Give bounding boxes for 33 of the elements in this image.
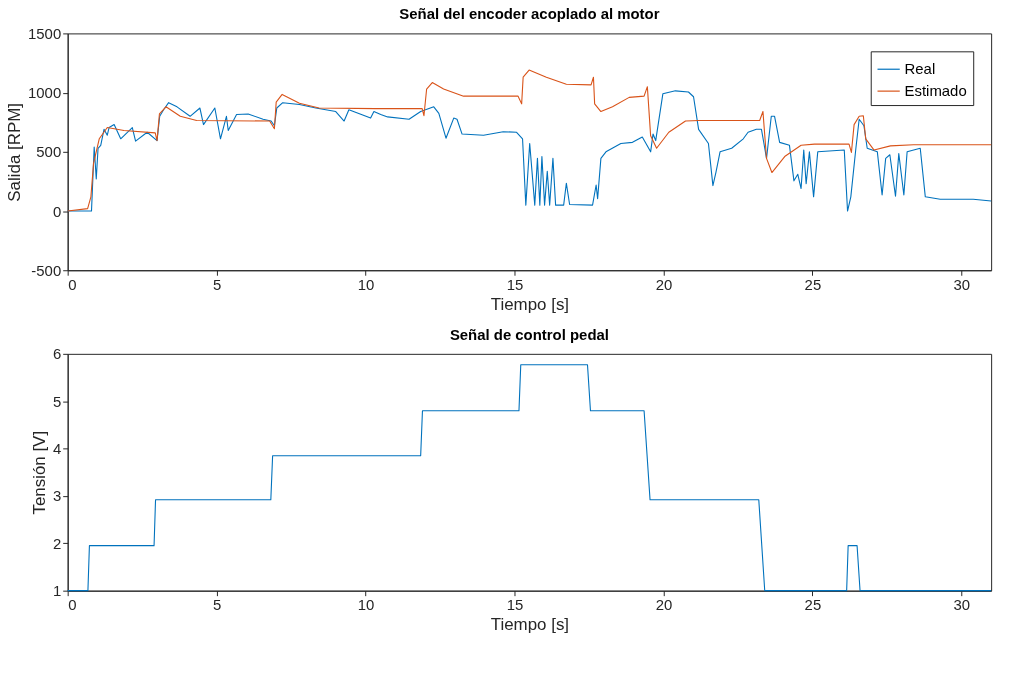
x-tick-label: 5 [212, 275, 222, 293]
chart-title: Señal de control pedal [449, 325, 609, 343]
y-tick-label: 1000 [28, 84, 62, 102]
x-tick-label: 25 [804, 275, 822, 293]
y-tick-label: 500 [36, 143, 62, 161]
x-tick-label: 0 [68, 275, 77, 293]
x-tick-label: 15 [506, 275, 524, 293]
y-tick-label: 2 [52, 534, 62, 552]
x-axis-title: Tiempo [s] [490, 294, 570, 314]
y-axis-title: Tensión [V] [29, 430, 49, 515]
legend-label: Real [904, 60, 936, 78]
x-tick-label: 25 [804, 596, 822, 614]
x-tick-label: 20 [655, 275, 673, 293]
x-tick-label: 10 [357, 596, 375, 614]
x-tick-label: 5 [212, 596, 222, 614]
y-tick-label: 1500 [28, 24, 62, 42]
x-tick-label: 0 [68, 596, 77, 614]
x-tick-label: 30 [953, 275, 971, 293]
x-tick-label: 30 [953, 596, 971, 614]
x-tick-label: 15 [506, 596, 524, 614]
y-tick-label: 5 [52, 392, 62, 410]
legend-label: Estimado [904, 82, 967, 100]
y-tick-label: 3 [52, 487, 62, 505]
y-axis-title: Salida [RPM] [5, 103, 25, 202]
y-tick-label: -500 [31, 261, 62, 279]
y-tick-label: 6 [52, 345, 62, 363]
y-tick-label: 0 [52, 202, 62, 220]
x-tick-label: 20 [655, 596, 673, 614]
y-tick-label: 1 [52, 582, 62, 600]
chart-title: Señal del encoder acoplado al motor [399, 5, 660, 23]
y-tick-label: 4 [52, 440, 62, 458]
x-tick-label: 10 [357, 275, 375, 293]
x-axis-title: Tiempo [s] [490, 614, 570, 634]
